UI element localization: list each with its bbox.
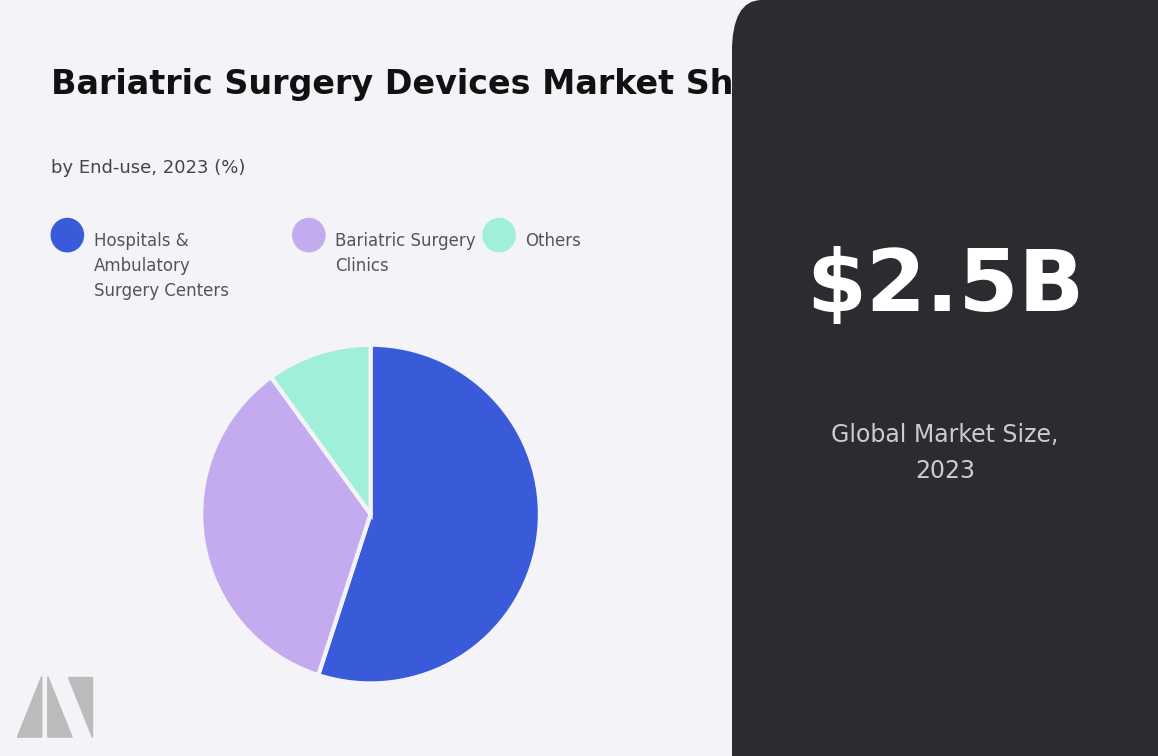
Bar xyxy=(1094,643,1158,756)
FancyBboxPatch shape xyxy=(732,0,1158,756)
Circle shape xyxy=(483,218,515,252)
Circle shape xyxy=(51,218,83,252)
Wedge shape xyxy=(271,345,371,514)
Text: $2.5B: $2.5B xyxy=(806,246,1084,329)
Bar xyxy=(732,643,796,756)
Text: by End-use, 2023 (%): by End-use, 2023 (%) xyxy=(51,159,245,177)
Polygon shape xyxy=(67,677,91,737)
Wedge shape xyxy=(201,377,371,675)
Text: Others: Others xyxy=(526,232,581,250)
Polygon shape xyxy=(17,677,42,737)
Bar xyxy=(1094,0,1158,113)
Text: Hospitals &
Ambulatory
Surgery Centers: Hospitals & Ambulatory Surgery Centers xyxy=(94,232,228,300)
Circle shape xyxy=(293,218,325,252)
Text: Bariatric Surgery Devices Market Share: Bariatric Surgery Devices Market Share xyxy=(51,68,796,101)
Wedge shape xyxy=(318,345,540,683)
Polygon shape xyxy=(47,677,72,737)
Text: Global Market Size,
2023: Global Market Size, 2023 xyxy=(831,423,1058,483)
Text: Bariatric Surgery
Clinics: Bariatric Surgery Clinics xyxy=(335,232,476,275)
